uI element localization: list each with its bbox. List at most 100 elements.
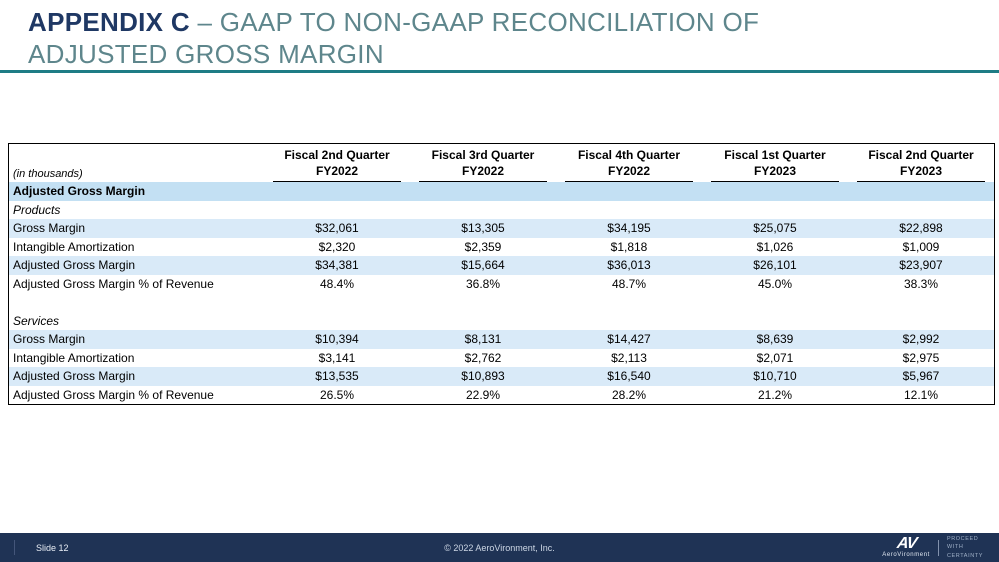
row-label: Adjusted Gross Margin — [13, 369, 136, 384]
title-appendix-label: APPENDIX C — [28, 7, 190, 37]
table-row: Adjusted Gross Margin % of Revenue 48.4%… — [9, 275, 994, 294]
cell-value: $3,141 — [318, 350, 356, 365]
row-label: Gross Margin — [13, 332, 86, 347]
cell-value: 45.0% — [757, 276, 793, 291]
column-header-q2-fy2023: Fiscal 2nd Quarter FY2023 — [848, 147, 994, 182]
av-logo-icon: AV — [895, 534, 917, 552]
cell-value: 48.4% — [319, 276, 355, 291]
table-row: Gross Margin $10,394 $8,131 $14,427 $8,6… — [9, 330, 994, 349]
row-label: Intangible Amortization — [13, 239, 135, 254]
column-header-line1: Fiscal 2nd Quarter — [284, 147, 390, 162]
cell-value: 38.3% — [903, 276, 939, 291]
slide-number: Slide 12 — [36, 543, 69, 553]
title-line2: ADJUSTED GROSS MARGIN — [28, 39, 384, 70]
table-group-products: Products — [9, 201, 994, 220]
cell-value: $8,639 — [756, 332, 794, 347]
logo-divider — [937, 539, 939, 556]
cell-value: $13,535 — [315, 369, 359, 384]
cell-value: $25,075 — [753, 221, 797, 236]
cell-value: 21.2% — [757, 387, 793, 402]
cell-value: 22.9% — [465, 387, 501, 402]
table-row: Intangible Amortization $3,141 $2,762 $2… — [9, 349, 994, 368]
section-label: Adjusted Gross Margin — [13, 184, 146, 199]
group-label: Products — [13, 202, 61, 217]
reconciliation-table: (in thousands) Fiscal 2nd Quarter FY2022… — [8, 143, 995, 405]
table-row: Adjusted Gross Margin $13,535 $10,893 $1… — [9, 367, 994, 386]
column-header-line1: Fiscal 1st Quarter — [724, 147, 826, 162]
column-header-q3-fy2022: Fiscal 3rd Quarter FY2022 — [410, 147, 556, 182]
column-header-line2: FY2022 — [315, 163, 359, 178]
cell-value: $15,664 — [461, 258, 505, 273]
row-label: Adjusted Gross Margin % of Revenue — [13, 276, 214, 291]
cell-value: $10,394 — [315, 332, 359, 347]
cell-value: $8,131 — [464, 332, 502, 347]
cell-value: $2,113 — [611, 350, 647, 365]
cell-value: $14,427 — [607, 332, 651, 347]
cell-value: $10,710 — [753, 369, 797, 384]
row-label: Intangible Amortization — [13, 350, 135, 365]
cell-value: 12.1% — [903, 387, 939, 402]
cell-value: 36.8% — [465, 276, 501, 291]
cell-value: $1,026 — [756, 239, 794, 254]
group-label: Services — [13, 313, 60, 328]
footer-left-divider — [14, 540, 15, 555]
column-header-line2: FY2023 — [899, 163, 943, 178]
table-row: Adjusted Gross Margin $34,381 $15,664 $3… — [9, 256, 994, 275]
title-line1: APPENDIX C – GAAP TO NON-GAAP RECONCILIA… — [28, 6, 759, 38]
cell-value: $2,359 — [464, 239, 502, 254]
cell-value: $2,975 — [902, 350, 940, 365]
cell-value: $1,009 — [902, 239, 940, 254]
table-row: Gross Margin $32,061 $13,305 $34,195 $25… — [9, 219, 994, 238]
tagline-line2: WITH — [946, 544, 964, 551]
cell-value: $13,305 — [461, 221, 505, 236]
aerovironment-logo-group: AV AeroVironment PROCEED WITH CERTAINTY — [882, 534, 983, 560]
cell-value: $1,818 — [610, 239, 648, 254]
cell-value: $5,967 — [902, 369, 940, 384]
table-row: Intangible Amortization $2,320 $2,359 $1… — [9, 238, 994, 257]
cell-value: $2,071 — [756, 350, 794, 365]
column-header-q4-fy2022: Fiscal 4th Quarter FY2022 — [556, 147, 702, 182]
table-spacer-row — [9, 293, 994, 312]
table-header-row: (in thousands) Fiscal 2nd Quarter FY2022… — [9, 144, 994, 182]
cell-value: $2,762 — [464, 350, 502, 365]
footer-bar: Slide 12 © 2022 AeroVironment, Inc. AV A… — [0, 533, 999, 562]
column-header-line1: Fiscal 3rd Quarter — [431, 147, 535, 162]
av-logo-name: AeroVironment — [882, 552, 930, 559]
column-header-q1-fy2023: Fiscal 1st Quarter FY2023 — [702, 147, 848, 182]
cell-value: $2,992 — [902, 332, 940, 347]
column-header-line1: Fiscal 4th Quarter — [577, 147, 681, 162]
row-label: Gross Margin — [13, 221, 86, 236]
row-label: Adjusted Gross Margin — [13, 258, 136, 273]
title-divider-rule — [0, 70, 999, 73]
row-label: Adjusted Gross Margin % of Revenue — [13, 387, 214, 402]
column-header-q2-fy2022: Fiscal 2nd Quarter FY2022 — [264, 147, 410, 182]
table-section-header: Adjusted Gross Margin — [9, 182, 994, 201]
cell-value: $23,907 — [899, 258, 943, 273]
cell-value: $34,195 — [607, 221, 651, 236]
tagline-line3: CERTAINTY — [946, 552, 983, 559]
cell-value: 48.7% — [611, 276, 647, 291]
table-row: Adjusted Gross Margin % of Revenue 26.5%… — [9, 386, 994, 405]
cell-value: 26.5% — [319, 387, 355, 402]
title-subtitle: – GAAP TO NON-GAAP RECONCILIATION OF — [189, 7, 760, 37]
cell-value: $32,061 — [315, 221, 359, 236]
column-header-line2: FY2022 — [607, 163, 651, 178]
logo-tagline: PROCEED WITH CERTAINTY — [947, 535, 983, 560]
cell-value: 28.2% — [611, 387, 647, 402]
cell-value: $36,013 — [607, 258, 651, 273]
cell-value: $34,381 — [315, 258, 359, 273]
cell-value: $2,320 — [318, 239, 356, 254]
copyright-text: © 2022 AeroVironment, Inc. — [444, 543, 555, 553]
cell-value: $26,101 — [753, 258, 797, 273]
table-group-services: Services — [9, 312, 994, 331]
column-header-line2: FY2023 — [753, 163, 797, 178]
tagline-line1: PROCEED — [946, 536, 979, 543]
cell-value: $10,893 — [461, 369, 505, 384]
units-note: (in thousands) — [13, 168, 83, 180]
page-title: APPENDIX C – GAAP TO NON-GAAP RECONCILIA… — [28, 6, 759, 70]
column-header-line1: Fiscal 2nd Quarter — [868, 147, 974, 162]
cell-value: $22,898 — [899, 221, 943, 236]
cell-value: $16,540 — [607, 369, 651, 384]
aerovironment-logo: AV AeroVironment — [882, 534, 930, 559]
